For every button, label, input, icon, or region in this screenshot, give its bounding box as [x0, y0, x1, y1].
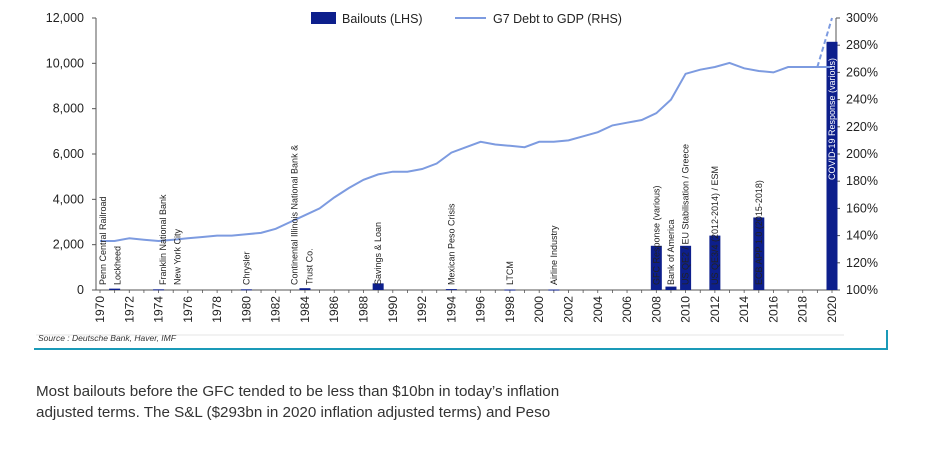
x-tick-label: 1970: [93, 296, 107, 323]
x-tick-label: 1980: [239, 296, 253, 323]
caption-line-1: Most bailouts before the GFC tended to b…: [36, 383, 560, 400]
bailout-bar: [680, 245, 692, 290]
x-tick-label: 1972: [122, 296, 136, 323]
left-tick-label: 8,000: [53, 102, 84, 116]
right-tick-label: 220%: [846, 120, 878, 134]
right-tick-label: 140%: [846, 229, 878, 243]
x-tick-label: 1988: [357, 296, 371, 323]
x-tick-label: 2020: [825, 296, 839, 323]
right-tick-label: 100%: [846, 283, 878, 297]
chart-frame: [34, 330, 888, 350]
annotation-label: Trust Co.: [304, 248, 314, 285]
x-tick-label: 2014: [737, 296, 751, 323]
x-tick-label: 1986: [327, 296, 341, 323]
x-tick-label: 2000: [532, 296, 546, 323]
left-tick-label: 10,000: [46, 56, 84, 70]
right-tick-label: 120%: [846, 256, 878, 270]
annotation-label: Savings & Loan: [373, 222, 383, 285]
x-tick-label: 1994: [444, 296, 458, 323]
right-tick-label: 240%: [846, 93, 878, 107]
x-tick-label: 1974: [152, 296, 166, 323]
legend-label-debt: G7 Debt to GDP (RHS): [493, 12, 622, 26]
left-y-axis: 0 2,000 4,000 6,000 8,000 10,000 12,000: [46, 11, 97, 297]
right-tick-label: 200%: [846, 147, 878, 161]
annotation-label: Bank of America: [666, 219, 676, 285]
bailout-bar: [548, 289, 560, 291]
annotation-label: COVID-19 Response (various): [827, 58, 837, 180]
annotation-label: Chrysler: [241, 251, 251, 285]
bailout-bar: [240, 289, 252, 291]
right-tick-label: 180%: [846, 174, 878, 188]
annotation-label: Penn Central Railroad: [98, 196, 108, 285]
bailout-bar: [109, 288, 121, 290]
x-tick-label: 1998: [503, 296, 517, 323]
debt-line: [100, 17, 833, 243]
right-tick-label: 280%: [846, 38, 878, 52]
event-annotations: Penn Central Railroad Lockheed Franklin Na…: [98, 58, 837, 285]
bailout-bar: [445, 289, 457, 291]
left-tick-label: 12,000: [46, 11, 84, 25]
annotation-label: New York City: [173, 228, 183, 285]
legend-swatch-bailouts: [311, 12, 336, 24]
bailout-bars: [109, 41, 838, 291]
x-tick-label: 1976: [181, 296, 195, 323]
annotation-label: LTCM: [505, 261, 515, 285]
debt-line-projection: [816, 17, 833, 68]
annotation-label: Continental Illinois National Bank &: [290, 145, 300, 285]
bailout-bar: [153, 289, 165, 291]
x-tick-label: 1990: [386, 296, 400, 323]
annotation-label: GFC Response (various): [651, 185, 661, 285]
x-tick-label: 1978: [210, 296, 224, 323]
x-tick-label: 2012: [708, 296, 722, 323]
annotation-label: US QE3/4 (2012-2014) / ESM: [710, 166, 720, 285]
legend: Bailouts (LHS) G7 Debt to GDP (RHS): [311, 12, 622, 26]
left-tick-label: 2,000: [53, 238, 84, 252]
annotation-label: Airline Industry: [549, 225, 559, 285]
right-tick-label: 300%: [846, 11, 878, 25]
bailout-bar: [665, 286, 677, 290]
x-tick-label: 2008: [649, 296, 663, 323]
caption-line-2: adjusted terms. The S&L ($293bn in 2020 …: [36, 404, 551, 421]
x-tick-label: 1996: [474, 296, 488, 323]
x-axis: 1970 1972 1974 1976 1978 1980 1982 1984 1986 1988…: [93, 289, 839, 323]
annotation-label: Mexican Peso Crisis: [446, 203, 456, 285]
annotation-label: Lockheed: [113, 246, 123, 285]
bailout-bar: [753, 217, 765, 290]
annotation-label: Franklin National Bank: [158, 194, 168, 285]
caption: Most bailouts before the GFC tended to b…: [36, 381, 856, 423]
x-tick-label: 2018: [796, 296, 810, 323]
left-tick-label: 4,000: [53, 192, 84, 206]
x-tick-label: 2010: [679, 296, 693, 323]
bailout-bar: [372, 283, 384, 290]
annotation-label: US QE2 / EU Stabilisation / Greece: [681, 144, 691, 285]
bailout-bar: [504, 289, 516, 291]
annotation-label: ECB APP 1.0 (2015-2018): [754, 180, 764, 285]
source-note: Source : Deutsche Bank, Haver, IMF: [38, 333, 177, 343]
x-tick-label: 1984: [298, 296, 312, 323]
right-y-axis: 100% 120% 140% 160% 180% 200% 220% 240% 260% 280%…: [835, 11, 878, 297]
x-tick-label: 2006: [620, 296, 634, 323]
right-tick-label: 260%: [846, 65, 878, 79]
right-tick-label: 160%: [846, 201, 878, 215]
x-tick-label: 2002: [561, 296, 575, 323]
chart-area: 0 2,000 4,000 6,000 8,000 10,000 12,000 100% 12…: [34, 11, 888, 350]
legend-label-bailouts: Bailouts (LHS): [342, 12, 423, 26]
left-tick-label: 0: [77, 283, 84, 297]
bailout-bar: [709, 235, 721, 290]
x-tick-label: 2004: [591, 296, 605, 323]
x-tick-label: 1982: [269, 296, 283, 323]
bailout-bar: [826, 41, 838, 290]
x-tick-label: 1992: [415, 296, 429, 323]
debt-line-series: [100, 61, 832, 243]
bailout-bar: [299, 288, 311, 290]
x-tick-label: 2016: [766, 296, 780, 323]
left-tick-label: 6,000: [53, 147, 84, 161]
bailouts-debt-chart: 0 2,000 4,000 6,000 8,000 10,000 12,000 100% 12…: [34, 11, 888, 350]
bailout-bar: [650, 245, 662, 290]
